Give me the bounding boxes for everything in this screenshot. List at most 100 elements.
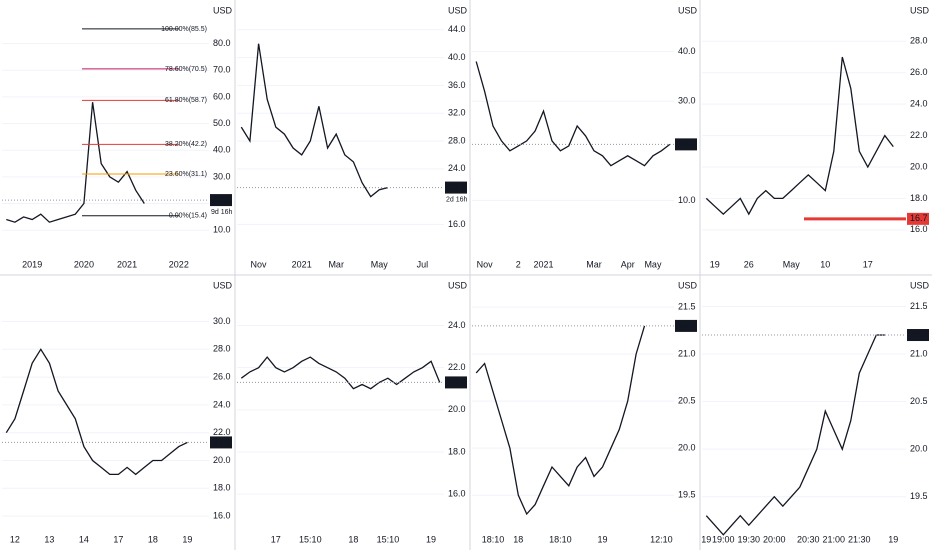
price-label: 21.3 (678, 139, 696, 149)
price-tag (675, 319, 697, 332)
y-tick-label: 10.0 (213, 225, 231, 235)
x-tick-label: 20:00 (763, 534, 786, 544)
y-tick-label: 18.0 (448, 446, 466, 456)
y-tick-label: 16.0 (448, 219, 466, 229)
x-tick-label: 19 (710, 259, 720, 269)
y-tick-label: 26.0 (213, 371, 231, 381)
price-line (475, 325, 646, 516)
x-tick-label: 19 (426, 534, 436, 544)
y-tick-label: 30.0 (678, 96, 696, 106)
y-tick-label: 30.0 (213, 171, 231, 181)
price-line (240, 356, 441, 390)
fib-label: 0.00%(15.4) (169, 213, 207, 220)
y-tick-label: 20.0 (910, 444, 928, 454)
x-tick-label: May (644, 259, 662, 269)
x-tick-label: 26 (744, 259, 754, 269)
x-tick-label: Nov (477, 259, 494, 269)
x-tick-label: 18 (148, 534, 158, 544)
x-tick-label: 2019 (22, 259, 42, 269)
x-tick-label: 2021 (292, 259, 312, 269)
y-tick-label: 28.0 (910, 36, 928, 46)
x-tick-label: 13 (44, 534, 54, 544)
x-tick-label: 2020 (74, 259, 94, 269)
currency-label: USD (213, 5, 233, 15)
price-label: 21.3 (213, 194, 231, 204)
y-tick-label: 18.0 (213, 483, 231, 493)
x-tick-label: 18:10 (482, 534, 505, 544)
price-line (475, 61, 671, 167)
x-tick-label: 12 (10, 534, 20, 544)
price-label: 21.3 (213, 437, 231, 447)
y-tick-label: 20.0 (678, 443, 696, 453)
y-tick-label: 21.5 (678, 301, 696, 311)
x-tick-label: 20:30 (797, 534, 820, 544)
x-tick-label: 19 (182, 534, 192, 544)
price-label: 21.3 (678, 320, 696, 330)
x-tick-label: 19 (888, 534, 898, 544)
price-line (6, 102, 145, 223)
x-tick-label: 14 (79, 534, 89, 544)
y-tick-label: 40.0 (678, 46, 696, 56)
x-tick-label: 21:00 (822, 534, 845, 544)
currency-label: USD (678, 280, 698, 290)
y-tick-label: 20.0 (213, 455, 231, 465)
y-tick-label: 40.0 (448, 52, 466, 62)
price-label: 21.2 (910, 329, 928, 339)
price-tag (675, 138, 697, 151)
y-tick-label: 30.0 (213, 316, 231, 326)
price-tag (445, 376, 467, 389)
fib-label: 61.80%(58.7) (165, 97, 207, 104)
y-tick-label: 28.0 (213, 344, 231, 354)
currency-label: USD (678, 5, 698, 15)
y-tick-label: 10.0 (678, 195, 696, 205)
currency-label: USD (910, 5, 930, 15)
y-tick-label: 22.0 (910, 130, 928, 140)
x-tick-label: 19 (597, 534, 607, 544)
level-tag (907, 212, 929, 225)
currency-label: USD (448, 5, 468, 15)
y-tick-label: 80.0 (213, 38, 231, 48)
x-tick-label: 19:00 (712, 534, 735, 544)
x-tick-label: May (783, 259, 801, 269)
price-label: 21.3 (448, 182, 466, 192)
x-tick-label: 10 (820, 259, 830, 269)
price-line (5, 348, 188, 476)
level-label: 16.7 (910, 213, 928, 223)
x-tick-label: Apr (621, 259, 635, 269)
currency-label: USD (213, 280, 233, 290)
x-tick-label: 18 (348, 534, 358, 544)
fib-label: 23.60%(31.1) (165, 171, 207, 178)
y-tick-label: 16.0 (448, 489, 466, 499)
x-tick-label: 12:10 (650, 534, 673, 544)
y-tick-label: 20.5 (910, 396, 928, 406)
x-tick-label: Jul (417, 259, 429, 269)
y-tick-label: 60.0 (213, 91, 231, 101)
x-tick-label: May (371, 259, 389, 269)
countdown: 9d 16h (211, 209, 233, 216)
y-tick-label: 24.0 (448, 163, 466, 173)
x-tick-label: 2021 (117, 259, 137, 269)
y-tick-label: 16.0 (910, 224, 928, 234)
price-line (705, 56, 894, 216)
x-tick-label: 18 (513, 534, 523, 544)
countdown: 2d 16h (446, 196, 468, 203)
y-tick-label: 21.0 (678, 348, 696, 358)
price-tag (210, 194, 232, 207)
y-tick-label: 70.0 (213, 65, 231, 75)
x-tick-label: 18:10 (549, 534, 572, 544)
x-tick-label: 17 (863, 259, 873, 269)
x-tick-label: 15:10 (377, 534, 400, 544)
currency-label: USD (910, 280, 930, 290)
price-tag (210, 436, 232, 449)
y-tick-label: 22.0 (213, 427, 231, 437)
y-tick-label: 21.5 (910, 301, 928, 311)
y-tick-label: 19.5 (910, 491, 928, 501)
price-line (705, 334, 885, 536)
x-tick-label: 2021 (534, 259, 554, 269)
y-tick-label: 21.0 (910, 348, 928, 358)
currency-label: USD (448, 280, 468, 290)
y-tick-label: 20.0 (448, 404, 466, 414)
x-tick-label: 2 (516, 259, 521, 269)
y-tick-label: 16.0 (213, 510, 231, 520)
